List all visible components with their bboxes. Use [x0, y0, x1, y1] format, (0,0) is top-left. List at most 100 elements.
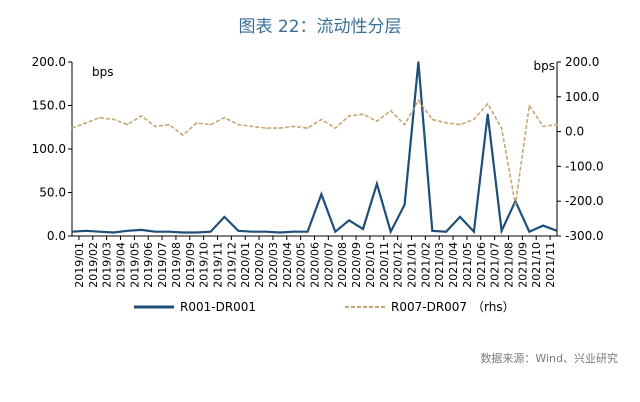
- series-point-2: [389, 109, 392, 112]
- series-point-1: [182, 231, 184, 234]
- series-point-2: [320, 118, 323, 121]
- series-point-2: [265, 127, 267, 129]
- series-point-1: [251, 230, 253, 233]
- series-point-2: [292, 125, 295, 128]
- right-tick-label: -200.0: [565, 194, 604, 208]
- series-point-1: [126, 229, 129, 232]
- series-point-1: [85, 229, 87, 232]
- series-point-1: [306, 230, 309, 233]
- x-tick-label: 2019/08: [170, 242, 183, 288]
- series-line-1: [71, 61, 558, 235]
- x-tick-label: 2020/10: [364, 242, 377, 288]
- series-point-2: [195, 122, 198, 124]
- series-point-2: [126, 123, 129, 126]
- series-point-1: [279, 231, 281, 234]
- series-group: [71, 61, 558, 235]
- x-tick-label: 2021/05: [461, 242, 474, 288]
- series-point-2: [279, 127, 281, 129]
- x-tick-label: 2019/03: [101, 242, 114, 288]
- series-point-2: [376, 120, 378, 122]
- series-point-1: [334, 230, 337, 233]
- series-point-2: [98, 116, 101, 119]
- x-tick-label: 2019/01: [73, 242, 86, 288]
- series-point-2: [514, 203, 517, 206]
- series-point-2: [112, 118, 115, 121]
- series-point-2: [556, 123, 558, 126]
- series-point-1: [292, 230, 295, 233]
- series-point-1: [320, 193, 323, 196]
- right-tick-label: -100.0: [565, 159, 604, 173]
- series-line-2: [71, 98, 558, 205]
- series-point-2: [85, 122, 87, 124]
- series-point-1: [486, 113, 489, 115]
- series-point-2: [223, 116, 226, 119]
- series-point-2: [237, 123, 240, 126]
- series-point-2: [348, 115, 350, 117]
- legend-label-1: R001-DR001: [180, 300, 256, 314]
- x-tick-label: 2019/06: [142, 242, 155, 288]
- x-tick-label: 2019/07: [156, 242, 169, 288]
- series-point-1: [209, 230, 212, 233]
- chart-svg: 0.0 50.0 100.0 150.0 200.0 -300.0 -200.0 -100.0…: [32, 55, 604, 314]
- x-tick-label: 2021/01: [406, 242, 419, 288]
- x-tick-label: 2020/03: [267, 242, 280, 288]
- left-tick-label: 150.0: [32, 99, 66, 113]
- x-tick-label: 2020/02: [253, 242, 266, 288]
- series-point-1: [140, 229, 143, 231]
- series-point-1: [431, 229, 434, 232]
- series-point-1: [417, 61, 420, 63]
- right-tick-label: 0.0: [565, 125, 584, 139]
- x-tick-label: 2020/08: [336, 242, 349, 288]
- x-tick-label: 2020/11: [378, 242, 391, 288]
- series-point-2: [140, 115, 143, 117]
- x-tick-label: 2020/05: [295, 242, 308, 288]
- series-point-1: [168, 230, 170, 233]
- x-tick-label: 2020/01: [239, 242, 252, 288]
- series-point-2: [417, 99, 420, 102]
- series-point-1: [403, 203, 406, 206]
- series-point-2: [334, 127, 337, 129]
- left-tick-label: 0.0: [47, 229, 66, 243]
- x-tick-label: 2020/04: [281, 242, 294, 288]
- series-point-1: [112, 231, 115, 234]
- x-tick-label: 2019/09: [184, 242, 197, 288]
- x-tick-label: 2019/12: [225, 242, 238, 288]
- left-tick-label: 200.0: [32, 55, 66, 69]
- right-tick-label: -300.0: [565, 229, 604, 243]
- x-tick-label: 2021/06: [475, 242, 488, 288]
- series-point-2: [473, 118, 475, 121]
- legend-label-2: R007-DR007: [391, 300, 467, 314]
- series-point-1: [445, 230, 447, 233]
- x-tick-label: 2021/07: [489, 242, 502, 288]
- series-point-1: [348, 219, 350, 222]
- series-point-1: [195, 231, 198, 234]
- left-unit-label: bps: [92, 65, 114, 79]
- series-point-2: [154, 125, 156, 128]
- series-point-2: [182, 134, 184, 136]
- series-point-1: [389, 230, 392, 233]
- series-point-1: [459, 216, 461, 218]
- series-point-2: [486, 102, 489, 105]
- x-tick-label: 2019/05: [128, 242, 141, 288]
- chart-title: 图表 22：流动性分层: [238, 17, 402, 37]
- series-point-1: [376, 183, 378, 185]
- x-tick-label: 2019/04: [115, 242, 128, 288]
- x-tick-label: 2021/08: [503, 242, 516, 288]
- series-point-1: [98, 230, 101, 233]
- series-point-1: [528, 230, 531, 233]
- series-point-2: [362, 113, 364, 115]
- series-point-2: [306, 127, 309, 129]
- series-point-2: [500, 127, 503, 129]
- series-point-1: [237, 229, 240, 232]
- right-tick-label: 200.0: [565, 55, 599, 69]
- series-point-1: [473, 230, 475, 233]
- x-tick-label: 2021/10: [530, 242, 543, 288]
- x-tick-label: 2021/02: [419, 242, 432, 288]
- series-point-2: [168, 123, 170, 126]
- series-point-2: [71, 127, 73, 129]
- source-note: 数据来源：Wind、兴业研究: [480, 352, 618, 365]
- legend-group: R001-DR001 R007-DR007 （rhs）: [134, 300, 515, 314]
- series-point-2: [445, 122, 447, 124]
- series-point-2: [251, 125, 253, 128]
- series-point-1: [223, 216, 226, 218]
